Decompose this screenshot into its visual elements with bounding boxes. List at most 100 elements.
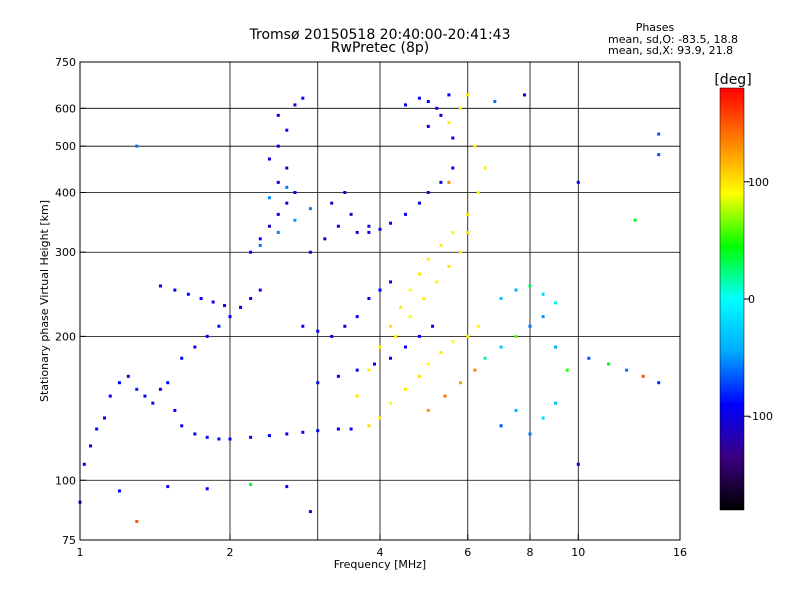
data-point	[378, 227, 382, 231]
x-tick-label: 16	[673, 546, 687, 559]
data-point	[439, 243, 443, 247]
y-tick-label: 300	[55, 246, 76, 259]
data-point	[285, 432, 289, 436]
data-point	[355, 230, 359, 234]
phase-x-stats: mean, sd,X: 93.9, 21.8	[608, 44, 734, 57]
data-point	[276, 212, 280, 216]
data-point	[514, 334, 518, 338]
data-point	[394, 334, 398, 338]
data-point	[389, 401, 393, 405]
data-point	[143, 394, 147, 398]
data-point	[301, 324, 305, 328]
data-point	[151, 401, 155, 405]
data-point	[417, 272, 421, 276]
data-point	[158, 284, 162, 288]
data-point	[378, 416, 382, 420]
phase-o-stats: mean, sd,O: -83.5, 18.8	[608, 33, 739, 46]
data-point	[173, 288, 177, 292]
data-point	[316, 329, 320, 333]
data-point	[426, 362, 430, 366]
data-point	[417, 374, 421, 378]
data-point	[451, 340, 455, 344]
data-point	[403, 345, 407, 349]
data-point	[466, 212, 470, 216]
data-point	[349, 212, 353, 216]
data-point	[426, 100, 430, 104]
data-point	[541, 315, 545, 319]
colorbar-gradient	[719, 87, 745, 511]
data-point	[458, 250, 462, 254]
data-point	[439, 351, 443, 355]
data-point	[553, 301, 557, 305]
data-point	[458, 381, 462, 385]
data-point	[166, 485, 170, 489]
data-point	[285, 485, 289, 489]
data-point	[276, 230, 280, 234]
data-point	[466, 93, 470, 97]
data-point	[403, 387, 407, 391]
data-point	[205, 487, 209, 491]
phases-heading: Phases	[635, 21, 675, 34]
data-point	[135, 144, 139, 148]
data-point	[285, 128, 289, 132]
data-point	[417, 334, 421, 338]
data-point	[336, 224, 340, 228]
data-point	[205, 334, 209, 338]
data-point	[323, 237, 327, 241]
data-point	[576, 180, 580, 184]
data-point	[276, 180, 280, 184]
data-point	[126, 374, 130, 378]
data-point	[473, 368, 477, 372]
y-tick-label: 400	[55, 186, 76, 199]
y-axis-label: Stationary phase Virtual Height [km]	[38, 200, 51, 402]
data-point	[135, 387, 139, 391]
x-tick-label: 1	[77, 546, 84, 559]
y-tick-label: 600	[55, 102, 76, 115]
data-point	[89, 444, 93, 448]
data-point	[301, 430, 305, 434]
data-point	[186, 292, 190, 296]
data-point	[408, 315, 412, 319]
colorbar: [deg] 100 0 -100	[714, 72, 773, 511]
data-point	[228, 437, 232, 441]
data-point	[336, 374, 340, 378]
data-point	[180, 424, 184, 428]
data-point	[367, 368, 371, 372]
data-point	[293, 103, 297, 107]
data-point	[228, 315, 232, 319]
data-point	[625, 368, 629, 372]
data-point	[473, 144, 477, 148]
data-point	[258, 243, 262, 247]
data-point	[389, 324, 393, 328]
data-point	[553, 401, 557, 405]
y-tick-label: 75	[62, 534, 76, 547]
data-point	[439, 113, 443, 117]
data-point	[301, 96, 305, 100]
data-point	[308, 207, 312, 211]
colorbar-label: [deg]	[714, 72, 751, 88]
data-point	[95, 427, 99, 431]
x-tick-label: 4	[377, 546, 384, 559]
data-point	[514, 288, 518, 292]
data-point	[447, 180, 451, 184]
data-point	[239, 305, 243, 309]
data-point	[576, 462, 580, 466]
chart-title: Tromsø 20150518 20:40:00-20:41:43	[249, 27, 511, 43]
data-point	[528, 432, 532, 436]
data-point	[367, 224, 371, 228]
data-point	[565, 368, 569, 372]
data-point	[541, 416, 545, 420]
data-point	[426, 257, 430, 261]
data-point	[499, 424, 503, 428]
data-point	[285, 166, 289, 170]
data-point	[211, 300, 215, 304]
data-point	[258, 237, 262, 241]
data-point	[336, 427, 340, 431]
data-point	[528, 284, 532, 288]
data-point	[466, 334, 470, 338]
data-point	[476, 324, 480, 328]
data-point	[657, 381, 661, 385]
data-point	[316, 429, 320, 433]
y-tick-label: 200	[55, 330, 76, 343]
